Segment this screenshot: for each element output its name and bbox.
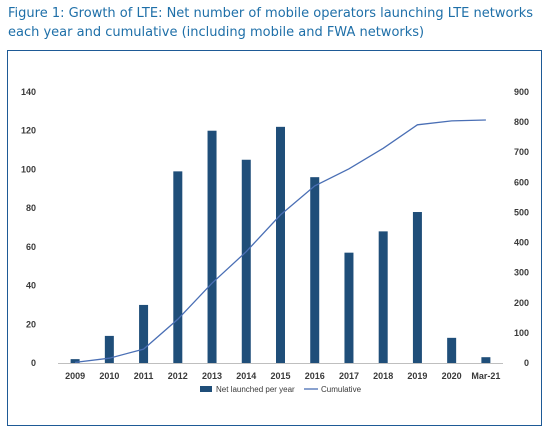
bar-2014 bbox=[241, 159, 251, 363]
x-tick-label: 2011 bbox=[134, 371, 154, 381]
right-tick-label: 600 bbox=[514, 177, 529, 187]
bar-2018 bbox=[378, 231, 388, 363]
legend-label-cumulative: Cumulative bbox=[321, 385, 362, 394]
right-tick-label: 700 bbox=[514, 147, 529, 157]
left-tick-label: 60 bbox=[26, 242, 36, 252]
bar-2015 bbox=[276, 126, 285, 363]
bar-2011 bbox=[139, 304, 149, 363]
left-tick-label: 40 bbox=[26, 281, 36, 291]
x-tick-label: 2018 bbox=[373, 371, 393, 381]
left-tick-label: 140 bbox=[21, 87, 36, 97]
right-tick-label: 400 bbox=[514, 238, 529, 248]
right-tick-label: 300 bbox=[514, 268, 529, 278]
right-tick-label: 800 bbox=[514, 117, 529, 127]
right-tick-label: 100 bbox=[514, 328, 529, 338]
x-tick-label: 2013 bbox=[202, 371, 222, 381]
bar-2017 bbox=[344, 252, 354, 363]
left-tick-label: 120 bbox=[21, 126, 36, 136]
legend: Net launched per year Cumulative bbox=[200, 385, 362, 394]
bar-2012 bbox=[173, 171, 183, 363]
bar-2019 bbox=[412, 212, 422, 363]
bar-2010 bbox=[104, 335, 114, 363]
x-tick-label: Mar-21 bbox=[471, 371, 500, 381]
left-tick-label: 80 bbox=[26, 203, 36, 213]
cumulative-line bbox=[75, 119, 486, 364]
x-tick-label: 2015 bbox=[270, 371, 290, 381]
right-tick-label: 900 bbox=[514, 87, 529, 97]
right-tick-label: 200 bbox=[514, 298, 529, 308]
bar-series bbox=[70, 126, 491, 363]
left-tick-label: 100 bbox=[21, 164, 36, 174]
x-tick-label: 2020 bbox=[442, 371, 462, 381]
left-tick-label: 20 bbox=[26, 319, 36, 329]
x-tick-label: 2012 bbox=[168, 371, 188, 381]
right-tick-label: 0 bbox=[524, 358, 529, 368]
bar-2016 bbox=[310, 177, 320, 363]
bar-2013 bbox=[207, 130, 217, 363]
x-tick-label: 2019 bbox=[407, 371, 427, 381]
bar-2020 bbox=[447, 337, 457, 363]
legend-label-net-launched: Net launched per year bbox=[216, 385, 295, 394]
bar-Mar-21 bbox=[481, 357, 491, 363]
legend-swatch-net-launched bbox=[200, 386, 212, 392]
right-tick-label: 500 bbox=[514, 207, 529, 217]
chart-svg: 0 20 40 60 80 100 120 140 0 100 200 300 400 500 600 70… bbox=[21, 87, 529, 394]
left-axis-ticks: 0 20 40 60 80 100 120 140 bbox=[21, 87, 36, 368]
x-tick-label: 2017 bbox=[339, 371, 359, 381]
chart-frame: 0 20 40 60 80 100 120 140 0 100 200 300 400 500 600 70… bbox=[7, 50, 542, 426]
figure-title: Figure 1: Growth of LTE: Net number of m… bbox=[8, 6, 534, 40]
right-axis-ticks: 0 100 200 300 400 500 600 700 800 900 bbox=[514, 87, 529, 368]
bar-2009 bbox=[70, 359, 80, 363]
x-tick-label: 2016 bbox=[305, 371, 325, 381]
x-tick-label: 2014 bbox=[236, 371, 256, 381]
x-tick-label: 2010 bbox=[99, 371, 119, 381]
x-tick-label: 2009 bbox=[65, 371, 85, 381]
x-axis-ticks: 2009 2010 2011 2012 2013 2014 2015 2016 2017 2018… bbox=[65, 371, 500, 381]
left-tick-label: 0 bbox=[31, 358, 36, 368]
